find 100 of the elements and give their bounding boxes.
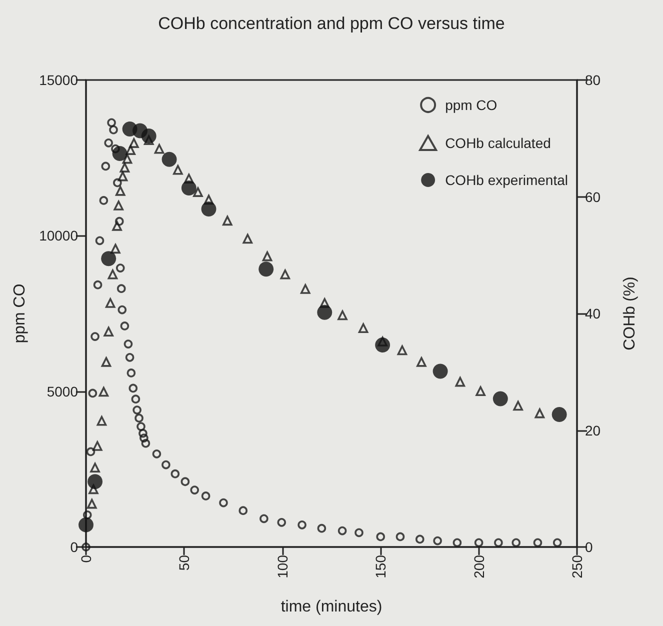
point: [170, 469, 180, 478]
point: [141, 128, 156, 144]
point: [78, 517, 94, 532]
y2-tick-label: 80: [585, 72, 601, 88]
point: [494, 538, 503, 548]
point: [82, 542, 90, 552]
y-tick-label: 10000: [39, 228, 78, 244]
point: [134, 414, 144, 423]
point: [222, 216, 232, 226]
point: [338, 526, 347, 536]
point: [492, 391, 508, 406]
point: [96, 416, 107, 426]
point: [93, 280, 102, 290]
point: [90, 462, 100, 473]
point: [242, 234, 253, 244]
point: [92, 441, 102, 451]
point: [513, 400, 523, 411]
y2-tick-label: 40: [585, 306, 601, 322]
point: [98, 386, 109, 397]
point: [88, 388, 98, 398]
point: [280, 269, 290, 280]
point: [101, 357, 112, 367]
point: [114, 200, 124, 210]
point: [132, 406, 142, 414]
point: [86, 447, 96, 456]
point: [110, 244, 120, 254]
point: [455, 376, 466, 387]
point: [512, 538, 521, 548]
point: [140, 434, 148, 442]
point: [300, 284, 310, 294]
point: [298, 520, 306, 530]
y2-tick-label: 20: [585, 422, 601, 438]
legend-label: ppm CO: [445, 97, 498, 113]
point: [317, 524, 326, 533]
point: [190, 486, 200, 494]
point: [104, 138, 113, 148]
point: [173, 165, 183, 175]
point: [82, 510, 92, 520]
point: [416, 357, 426, 367]
point: [104, 326, 114, 336]
y2-axis-title: COHb (%): [622, 276, 638, 350]
point: [376, 532, 385, 542]
point: [262, 251, 272, 262]
point: [126, 368, 136, 378]
x-tick-label: 100: [274, 554, 290, 578]
point: [107, 118, 116, 128]
point: [109, 125, 118, 134]
point: [128, 384, 138, 393]
point: [552, 406, 567, 422]
point: [184, 174, 194, 184]
point: [354, 528, 364, 538]
x-tick-label: 50: [176, 554, 192, 571]
point: [433, 536, 442, 546]
point: [204, 194, 214, 205]
point: [162, 460, 170, 470]
chart-title: COHb concentration and ppm CO versus time: [158, 14, 505, 33]
point: [338, 310, 348, 320]
point: [320, 298, 330, 308]
point: [108, 269, 118, 280]
point: [126, 145, 136, 155]
y-tick-label: 15000: [39, 72, 78, 88]
point: [116, 284, 126, 293]
point: [113, 178, 122, 188]
point: [201, 492, 210, 500]
point: [101, 251, 116, 266]
point: [258, 262, 274, 277]
y2-tick-label: 60: [585, 188, 601, 205]
point: [452, 538, 462, 548]
point: [154, 144, 164, 154]
point: [86, 498, 97, 509]
point: [432, 364, 448, 379]
point: [162, 152, 177, 167]
point: [136, 422, 146, 431]
legend-label: COHb experimental: [445, 172, 568, 188]
point: [358, 323, 368, 333]
point: [125, 353, 134, 362]
point: [112, 221, 122, 231]
point: [534, 408, 545, 418]
point: [397, 345, 408, 356]
x-tick-label: 250: [569, 554, 585, 578]
point: [95, 236, 104, 246]
point: [141, 438, 150, 448]
point: [88, 474, 103, 490]
point: [201, 202, 216, 217]
point: [238, 506, 248, 515]
point: [474, 538, 484, 548]
x-axis-title: time (minutes): [280, 598, 382, 616]
point: [120, 322, 130, 330]
point: [138, 428, 148, 438]
point: [552, 538, 562, 548]
point: [114, 216, 124, 226]
y-axis-title: ppm CO: [12, 284, 29, 344]
point: [116, 264, 125, 272]
y-tick-label: 5000: [46, 383, 78, 400]
point: [533, 538, 542, 548]
point: [118, 305, 127, 314]
point: [90, 332, 100, 341]
point: [122, 154, 132, 164]
point: [277, 518, 286, 527]
point: [396, 532, 405, 542]
